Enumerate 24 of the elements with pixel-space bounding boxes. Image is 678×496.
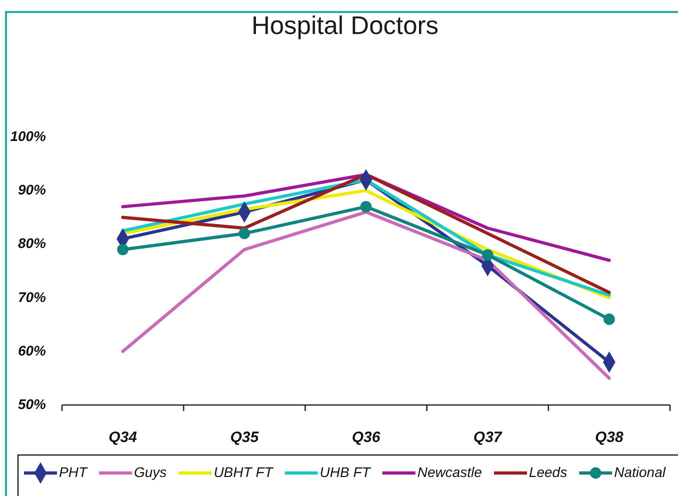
y-tick-label: 80%: [18, 234, 47, 251]
y-tick-label: 60%: [18, 342, 47, 358]
x-tick-label: Q38: [595, 429, 624, 446]
legend-label: UBHT FT: [214, 464, 274, 480]
y-tick-label: 70%: [18, 288, 47, 305]
x-tick-label: Q37: [473, 429, 502, 446]
legend-label: UHB FT: [320, 464, 372, 480]
y-tick-label: 100%: [10, 128, 47, 144]
point: [238, 228, 250, 240]
legend-label: Newcastle: [417, 464, 482, 480]
x-tick-label: Q36: [352, 429, 381, 446]
point: [604, 314, 615, 325]
y-tick-label: 90%: [18, 181, 47, 198]
legend-label: National: [614, 464, 666, 480]
y-tick-label: 50%: [18, 396, 47, 412]
point: [117, 244, 128, 256]
point: [360, 200, 372, 212]
legend-label: Leeds: [528, 464, 568, 480]
x-tick-label: Q35: [230, 429, 260, 446]
x-tick-label: Q34: [108, 429, 138, 446]
legend-label: PHT: [59, 464, 88, 480]
chart-title: Hospital Doctors: [251, 12, 439, 40]
legend-label: Guys: [134, 464, 167, 480]
point: [482, 249, 494, 261]
